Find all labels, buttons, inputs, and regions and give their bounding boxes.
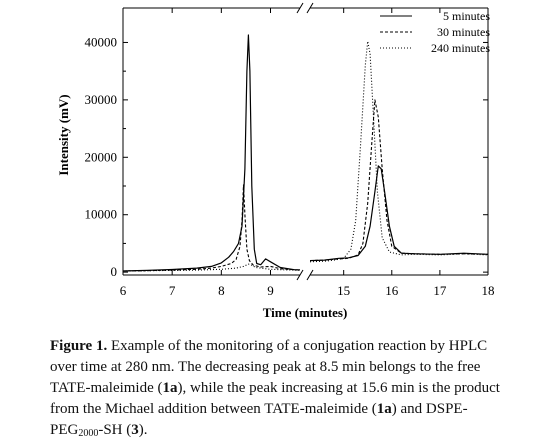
caption-text-3: ) and DSPE-PEG: [50, 401, 468, 438]
y-tick-label: 0: [111, 264, 118, 279]
series-line-240-minutes-left: [122, 263, 301, 272]
series-line-30-minutes-right: [309, 99, 489, 262]
axis-break-mark: [296, 2, 304, 14]
axis-break-mark: [296, 269, 304, 281]
series-line-30-minutes-left: [122, 184, 301, 272]
legend-label: 5 minutes: [443, 9, 490, 23]
series-line-5-minutes-right: [309, 165, 489, 262]
caption-text-4: -SH (: [98, 422, 132, 438]
caption-ref-1a: 1a: [162, 380, 178, 396]
x-tick-label: 8: [218, 283, 225, 298]
x-axis: 6 7 8 9 15 16 17 18: [120, 8, 495, 298]
x-axis-label: Time (minutes): [263, 305, 348, 320]
series-line-5-minutes-left: [122, 34, 300, 272]
caption-ref-3: 3: [131, 422, 139, 438]
x-tick-label: 15: [337, 283, 350, 298]
caption-label: Figure 1.: [50, 338, 108, 354]
plot-frame: [122, 2, 489, 281]
x-tick-label: 9: [267, 283, 274, 298]
y-tick-label: 10000: [85, 207, 118, 222]
y-axis: 0 10000 20000 30000 40000: [85, 34, 488, 279]
chromatogram-chart: 0 10000 20000 30000 40000 6 7 8 9 15 16 17 18 5 min…: [56, 2, 495, 320]
legend-label: 30 minutes: [437, 25, 490, 39]
series-layer: [122, 34, 489, 272]
legend: 5 minutes 30 minutes 240 minutes: [380, 9, 490, 55]
y-tick-label: 30000: [85, 92, 118, 107]
legend-label: 240 minutes: [431, 41, 490, 55]
caption-text-5: ).: [138, 422, 148, 438]
x-tick-label: 6: [120, 283, 127, 298]
caption-text-2: ), while the peak increasing at 15.6 min…: [50, 380, 500, 417]
figure-caption: Figure 1. Example of the monitoring of a…: [50, 336, 510, 441]
y-tick-label: 40000: [85, 34, 118, 49]
y-axis-label: Intensity (mV): [56, 94, 71, 175]
x-tick-label: 16: [385, 283, 399, 298]
caption-subscript: 2000: [78, 428, 99, 439]
x-tick-label: 18: [482, 283, 495, 298]
y-tick-label: 20000: [85, 149, 118, 164]
x-tick-label: 7: [169, 283, 176, 298]
caption-ref-1a-second: 1a: [376, 401, 392, 417]
caption-text-1: Example of the monitoring of a conjugati…: [50, 338, 488, 396]
series-line-240-minutes-right: [309, 40, 489, 263]
axis-break-mark: [306, 2, 314, 14]
x-tick-label: 17: [433, 283, 447, 298]
axis-break-mark: [306, 269, 314, 281]
